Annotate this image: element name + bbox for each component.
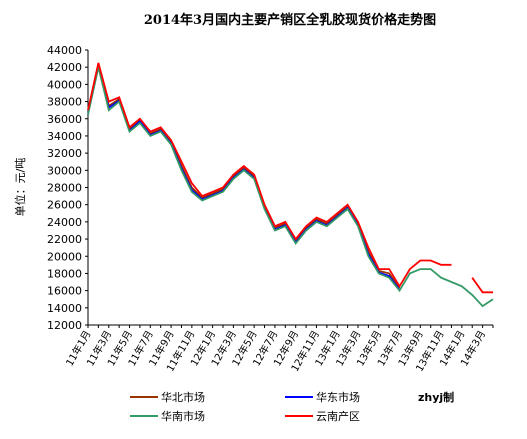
y-tick-label: 30000 bbox=[47, 164, 82, 177]
y-tick-label: 36000 bbox=[47, 113, 82, 126]
y-tick-label: 38000 bbox=[47, 96, 82, 109]
series-line bbox=[87, 64, 401, 289]
y-tick-label: 22000 bbox=[47, 233, 82, 246]
y-tick-label: 20000 bbox=[47, 250, 82, 263]
y-tick-label: 14000 bbox=[47, 302, 82, 315]
y-tick-label: 44000 bbox=[47, 44, 82, 57]
series-line bbox=[87, 62, 493, 294]
y-tick-label: 40000 bbox=[47, 78, 82, 91]
legend-label: 华北市场 bbox=[161, 390, 205, 404]
y-tick-label: 16000 bbox=[47, 285, 82, 298]
series-line bbox=[87, 66, 401, 291]
series-line bbox=[87, 66, 494, 308]
chart-title: 2014年3月国内主要产销区全乳胶现货价格走势图 bbox=[144, 12, 436, 28]
y-tick-label: 28000 bbox=[47, 182, 82, 195]
legend-label: 华南市场 bbox=[161, 409, 205, 423]
y-tick-label: 12000 bbox=[47, 319, 82, 332]
y-tick-label: 32000 bbox=[47, 147, 82, 160]
y-axis-label: 单位：元/吨 bbox=[13, 158, 27, 217]
legend-label: 华东市场 bbox=[316, 390, 360, 404]
legend-label: 云南产区 bbox=[316, 409, 360, 423]
y-tick-label: 26000 bbox=[47, 199, 82, 212]
y-tick-label: 24000 bbox=[47, 216, 82, 229]
y-tick-label: 34000 bbox=[47, 130, 82, 143]
y-tick-label: 42000 bbox=[47, 61, 82, 74]
y-tick-label: 18000 bbox=[47, 267, 82, 280]
credit: zhyj制 bbox=[418, 390, 454, 404]
